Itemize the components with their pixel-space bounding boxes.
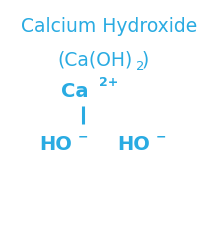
Text: −: − [77,130,88,143]
Text: 2: 2 [136,60,145,72]
Text: Calcium Hydroxide: Calcium Hydroxide [21,17,197,36]
Text: Ca: Ca [61,82,89,101]
Text: ): ) [141,50,148,70]
Text: 2+: 2+ [99,76,119,89]
Text: (Ca(OH)): (Ca(OH)) [68,50,150,70]
Text: (Ca(OH): (Ca(OH) [58,50,133,70]
Text: HO: HO [118,134,151,154]
Text: −: − [156,130,166,143]
Text: HO: HO [39,134,72,154]
